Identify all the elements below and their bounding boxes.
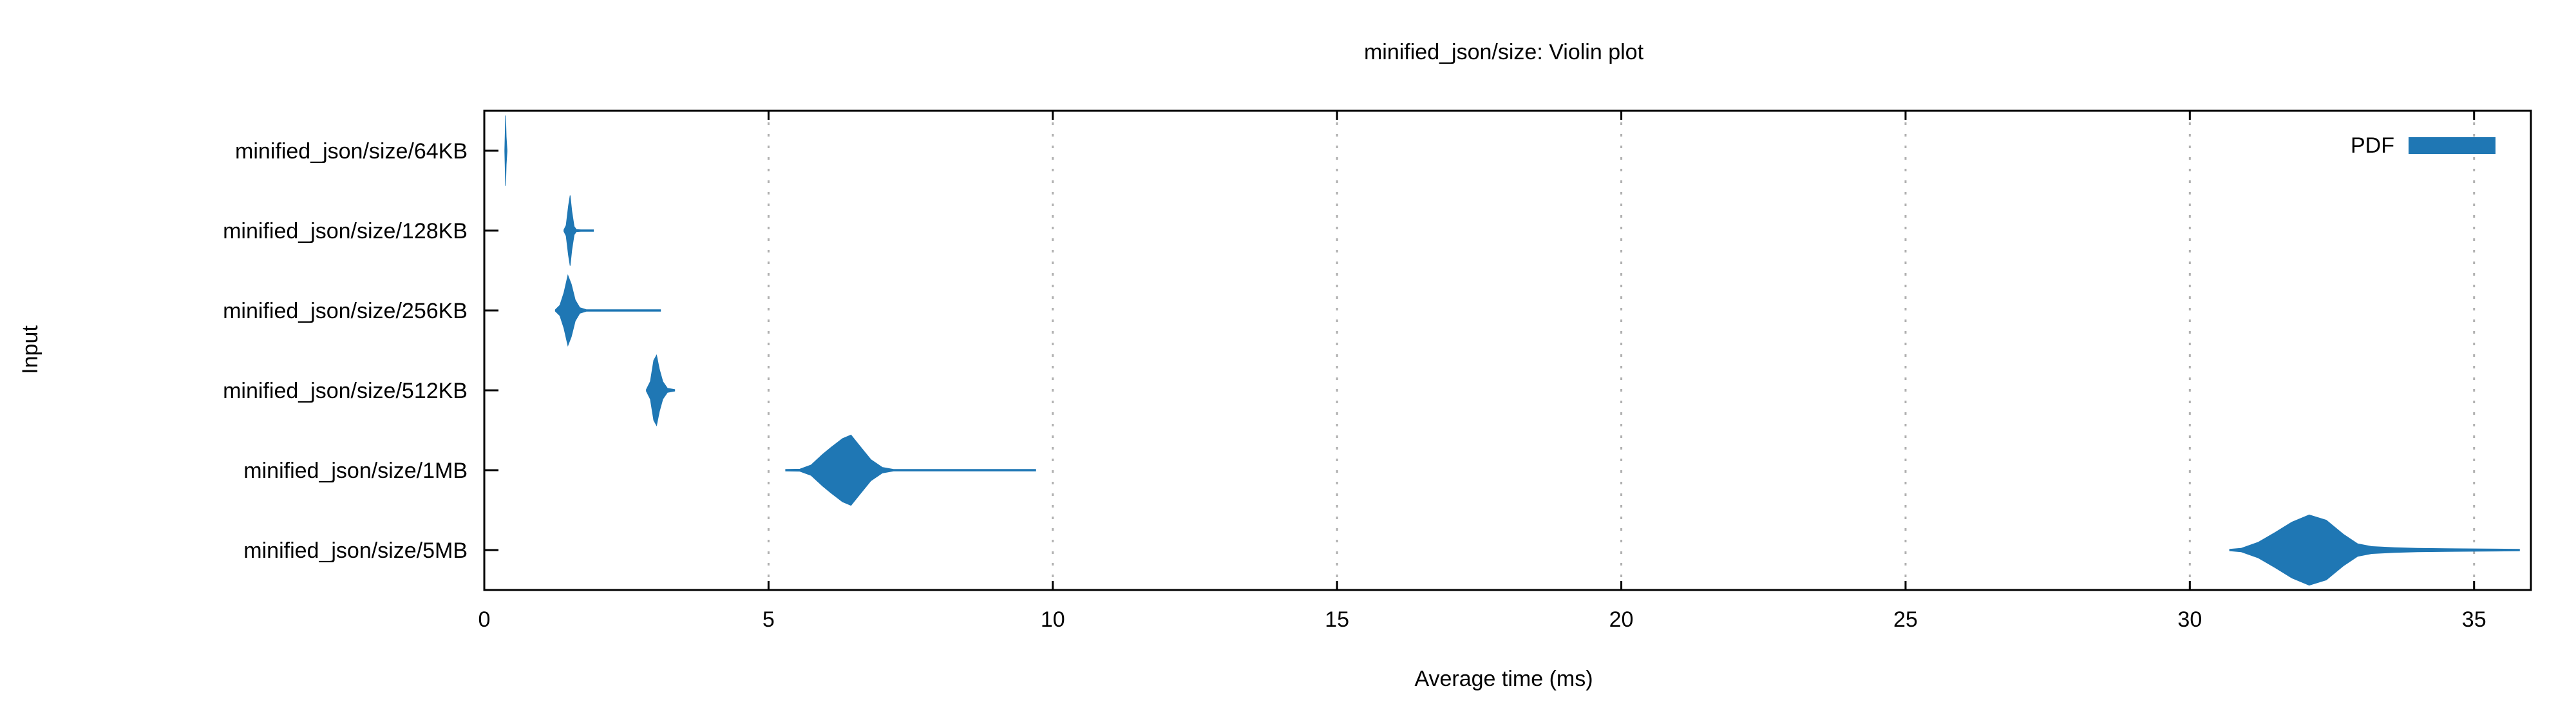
violin-64KB (504, 115, 507, 186)
x-tick-label: 5 (762, 607, 775, 632)
legend: PDF (2351, 133, 2496, 158)
violin-1MB (785, 434, 1036, 506)
violin-512KB (646, 354, 676, 427)
legend-label: PDF (2351, 133, 2394, 158)
x-tick-label: 15 (1325, 607, 1349, 632)
x-tick-label: 25 (1893, 607, 1918, 632)
y-tick-label: minified_json/size/1MB (243, 459, 468, 483)
x-tick-label: 0 (478, 607, 491, 632)
y-tick-label: minified_json/size/64KB (235, 139, 468, 164)
x-tick-label: 10 (1041, 607, 1065, 632)
chart-title: minified_json/size: Violin plot (1364, 40, 1644, 64)
y-tick-label: minified_json/size/128KB (223, 219, 468, 243)
x-tick-label: 30 (2177, 607, 2202, 632)
violins (504, 115, 2520, 586)
legend-swatch (2409, 137, 2496, 154)
plot-frame (483, 109, 2532, 591)
y-tick-label: minified_json/size/256KB (223, 299, 468, 323)
x-tick-label: 20 (1609, 607, 1634, 632)
violin-256KB (554, 274, 661, 347)
y-axis-label: Input (18, 325, 43, 374)
y-tick-label: minified_json/size/5MB (243, 538, 468, 563)
y-tick-label: minified_json/size/512KB (223, 379, 468, 403)
violin-5MB (2229, 514, 2520, 586)
x-tick-label: 35 (2462, 607, 2486, 632)
axis-ticks: 0 5 10 15 20 25 30 35 minified_json/size/64KBmin… (223, 111, 2486, 632)
x-axis-label: Average time (ms) (1414, 667, 1593, 691)
violin-128KB (564, 195, 594, 266)
